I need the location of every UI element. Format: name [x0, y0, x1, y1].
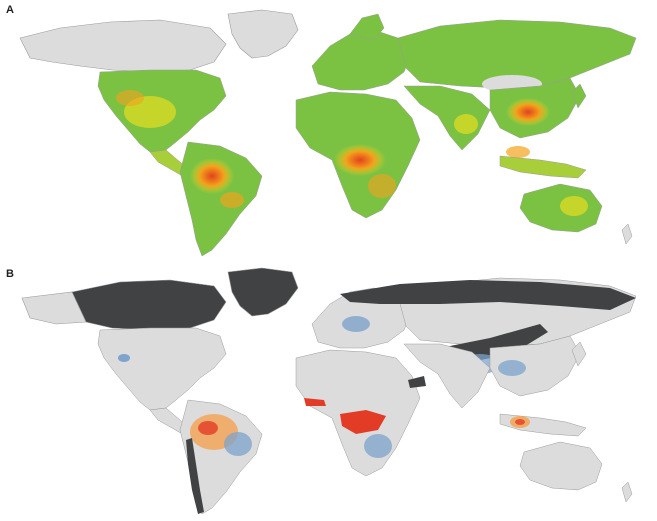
europe-blue-zone: [342, 316, 370, 332]
india-warm-zone: [454, 114, 478, 134]
new-zealand: [622, 482, 632, 502]
map-panel-b: B: [0, 264, 657, 521]
southern-africa-warm-zone: [368, 174, 396, 198]
na-blue-patch: [118, 354, 130, 362]
world-map-overlap: [0, 264, 657, 521]
map-panel-a: A: [0, 0, 657, 262]
sa-blue-zone: [224, 432, 252, 456]
australia-warm-zone: [560, 196, 588, 216]
panel-label-a: A: [6, 4, 14, 16]
borneo-red-zone: [515, 419, 525, 425]
arctic-canada: [72, 280, 226, 330]
australia: [520, 442, 602, 490]
new-zealand: [622, 224, 632, 244]
sa-hot-zone: [190, 158, 234, 194]
europe: [312, 30, 412, 90]
north-america: [98, 328, 226, 410]
na-hot-zone: [116, 90, 144, 106]
china-blue-zone: [498, 360, 526, 376]
sa-warm-zone: [220, 192, 244, 208]
southeast-china-hot-zone: [506, 98, 550, 126]
world-map-suitability: [0, 0, 657, 262]
greenland: [228, 268, 298, 316]
central-africa-hot-zone: [334, 144, 386, 176]
panel-label-b: B: [6, 268, 14, 280]
greenland: [228, 10, 298, 58]
africa-blue-zone: [364, 434, 392, 458]
sa-red-zone: [198, 421, 218, 435]
indochina-warm-zone: [506, 146, 530, 158]
southeast-asia-islands: [500, 156, 586, 178]
arctic-canada: [20, 20, 226, 72]
